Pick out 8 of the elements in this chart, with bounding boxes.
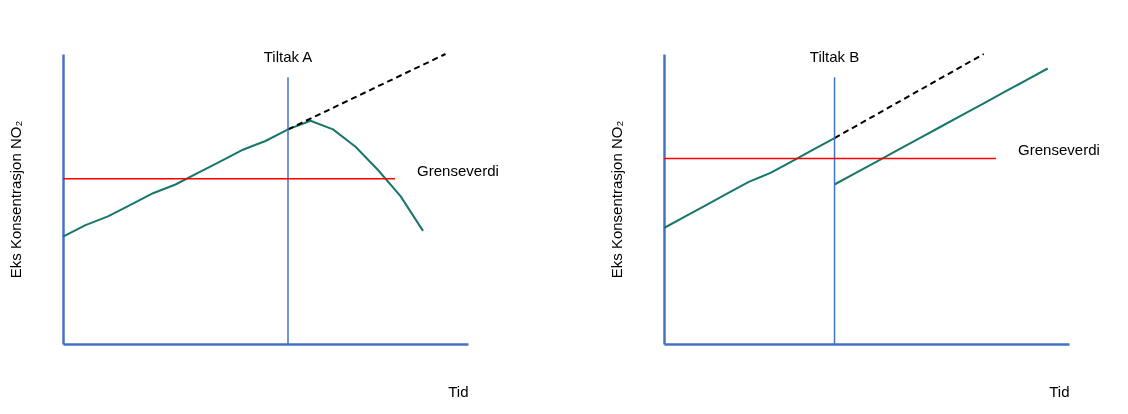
annotation: Tiltak A <box>263 48 313 66</box>
ref-line-label: Grenseverdi <box>1018 141 1100 159</box>
x-axis-title: Tid <box>448 382 469 400</box>
x-axis-title: Tid <box>1049 382 1070 400</box>
annotation: Tiltak B <box>809 48 860 66</box>
ref-line-label: Grenseverdi <box>417 161 499 179</box>
y-axis-title: Eks Konsentrasjon NO₂ <box>6 120 24 279</box>
y-axis-title: Eks Konsentrasjon NO₂ <box>607 120 625 279</box>
